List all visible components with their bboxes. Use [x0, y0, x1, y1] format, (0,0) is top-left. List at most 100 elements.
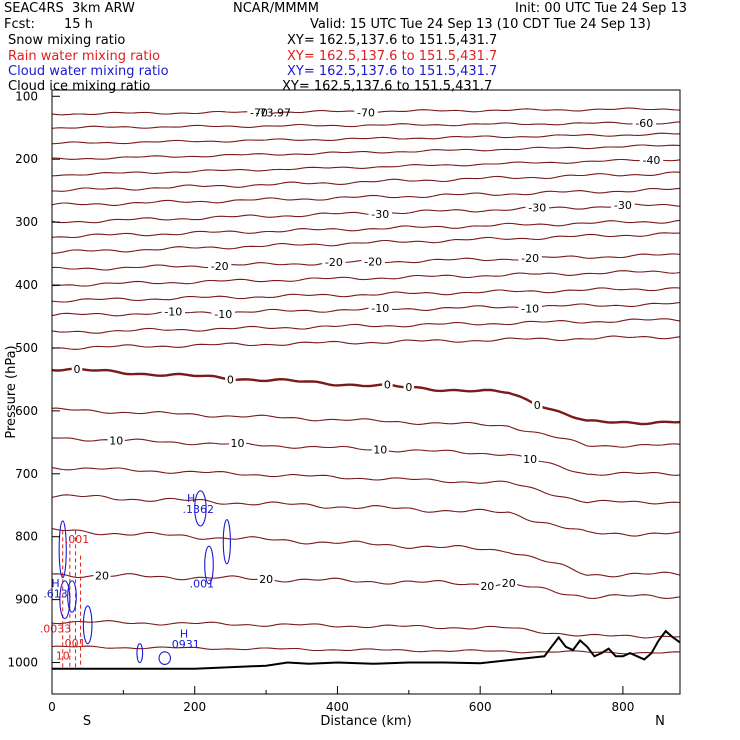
header-fcst-label: Fcst: [4, 17, 35, 32]
annotation-label: .001 [61, 637, 86, 650]
isotherm-label-bg [93, 569, 111, 582]
isotherm-label: -20 [364, 255, 382, 268]
field-rain-xy: XY= 162.5,137.6 to 151.5,431.7 [287, 49, 498, 64]
isotherm-label-bg [161, 305, 186, 318]
isotherm-label: 0 [405, 381, 412, 394]
x-end-label-south: S [83, 714, 91, 729]
header-model: SEAC4RS 3km ARW [4, 1, 135, 16]
isotherm-line [51, 437, 681, 476]
isotherm-label: -10 [214, 308, 232, 321]
plot-frame [51, 89, 681, 695]
annotation-label: .001 [65, 533, 90, 546]
isotherm-contours [51, 107, 681, 655]
cloud-water-contours [58, 490, 231, 665]
isotherm-line [51, 528, 681, 578]
isotherm-label-bg [71, 362, 83, 375]
isotherm-label: -10 [371, 302, 389, 315]
y-tick-label: 800 [15, 530, 38, 544]
cloud-contour [204, 545, 214, 585]
isotherm-line [51, 318, 681, 334]
isotherm-label: 10 [523, 453, 537, 466]
isotherm-label: 0 [534, 399, 541, 412]
isotherm-label: 0 [384, 379, 391, 392]
terrain-path [52, 629, 681, 670]
isotherm-label: -70 [357, 106, 375, 119]
isotherm-label-bg [611, 199, 635, 212]
cloud-contour [82, 605, 93, 645]
isotherm-line [51, 219, 681, 239]
isotherm-label-bg [500, 577, 518, 590]
x-tick-label: 200 [183, 700, 206, 714]
isotherm-label-bg [532, 399, 543, 412]
y-tick-label: 100 [15, 89, 38, 103]
cloud-contour [158, 651, 172, 665]
isotherm-label: 20 [480, 580, 494, 593]
header-valid: Valid: 15 UTC Tue 24 Sep 13 (10 CDT Tue … [310, 17, 651, 32]
isotherm-label-bg [247, 106, 271, 119]
isotherm-line [51, 121, 681, 129]
isotherm-label-bg [354, 106, 378, 119]
isotherm-line [51, 203, 681, 224]
isotherm-label: -40 [642, 154, 660, 167]
isotherm-label-bg [361, 255, 385, 268]
isotherm-line [51, 232, 681, 254]
field-snow-xy: XY= 162.5,137.6 to 151.5,431.7 [287, 33, 498, 48]
isotherm-label: -20 [325, 256, 343, 269]
isotherm-label-bg [639, 153, 664, 166]
isotherm-label-bg [211, 307, 236, 320]
field-ice-name: Cloud ice mixing ratio [8, 79, 151, 94]
field-rain-name: Rain water mixing ratio [8, 49, 161, 64]
cloud-contour [222, 519, 231, 565]
x-tick-label: 800 [611, 700, 634, 714]
terrain-line [52, 629, 681, 670]
isotherm-line [51, 494, 681, 537]
isotherm-label: 0 [73, 363, 80, 376]
isotherm-label: 10 [109, 434, 123, 447]
isotherm-line [51, 158, 681, 177]
isotherm-line [51, 287, 681, 303]
isotherm-label-bg [632, 117, 657, 130]
isotherm-label-bg [229, 436, 247, 449]
isotherm-line [51, 171, 681, 192]
isotherm-line [51, 367, 681, 426]
annotation-label: .001 [190, 578, 215, 591]
isotherm-line [51, 407, 681, 448]
isotherm-label-bg [107, 434, 125, 447]
annotation-label: .613 [43, 588, 68, 601]
isotherm-line [51, 645, 681, 655]
isotherm-label: 0 [227, 374, 234, 387]
annotation-label: -73.97 [255, 106, 290, 119]
isotherm-line [51, 301, 681, 317]
isotherm-label: -30 [614, 199, 632, 212]
x-tick-label: 0 [48, 700, 56, 714]
x-tick-label: 400 [326, 700, 349, 714]
contour-labels: -70 -70 -60 -40 -30 -30 -30 -20 -20 -20 -20 -10 -10 -… [40, 106, 664, 662]
axes: 0 200 400 600 800100200300400500600700800900… [4, 89, 665, 729]
field-ice-xy: XY= 162.5,137.6 to 151.5,431.7 [282, 79, 493, 94]
y-tick-label: 1000 [7, 656, 38, 670]
isotherm-label: -30 [371, 208, 389, 221]
isotherm-label-bg [322, 255, 346, 268]
isotherm-label: -20 [521, 252, 539, 265]
field-cloud-xy: XY= 162.5,137.6 to 151.5,431.7 [287, 64, 498, 79]
isotherm-label: 20 [502, 577, 516, 590]
annotation-label: .0033 [40, 622, 72, 635]
isotherm-label-bg [371, 443, 389, 456]
x-tick-label: 600 [469, 700, 492, 714]
isotherm-line [51, 132, 681, 145]
y-tick-label: 900 [15, 593, 38, 607]
isotherm-line [51, 335, 681, 350]
isotherm-line [51, 573, 681, 599]
isotherm-label: 20 [259, 573, 273, 586]
isotherm-label-bg [478, 579, 496, 592]
header-init: Init: 00 UTC Tue 24 Sep 13 [515, 1, 688, 16]
isotherm-label-bg [368, 207, 393, 220]
x-axis-label: Distance (km) [320, 714, 411, 729]
annotation-label: H [187, 492, 195, 505]
header-fcst-value: 15 h [64, 17, 93, 32]
isotherm-line [52, 270, 681, 287]
annotation-label: 10 [56, 649, 70, 662]
isotherm-line [52, 144, 681, 160]
cloud-contour [58, 520, 67, 579]
y-axis-label: Pressure (hPa) [4, 345, 19, 438]
